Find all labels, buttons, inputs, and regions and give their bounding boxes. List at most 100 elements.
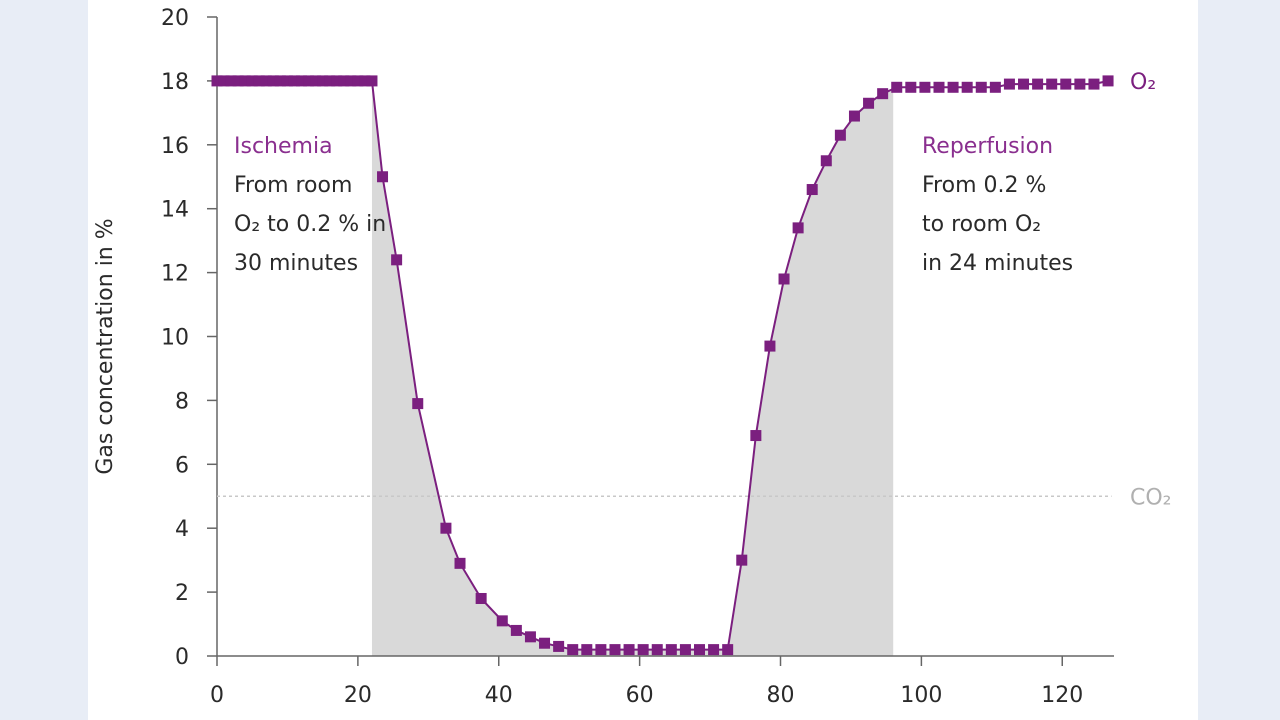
annotation-line: 30 minutes (234, 251, 358, 276)
o2-data-point (303, 75, 315, 87)
y-tick-label: 18 (161, 70, 189, 95)
x-tick-label: 80 (767, 683, 795, 708)
o2-data-point (919, 81, 931, 93)
o2-data-point (218, 75, 230, 87)
o2-data-point (1032, 78, 1044, 90)
o2-data-point (933, 81, 945, 93)
o2-data-point (989, 81, 1001, 93)
x-tick-label: 40 (485, 683, 513, 708)
annotation-line: to room O₂ (922, 212, 1041, 237)
o2-data-point (609, 644, 621, 656)
o2-data-point (595, 644, 607, 656)
o2-data-point (553, 640, 565, 652)
o2-data-point (454, 557, 466, 569)
o2-data-point (232, 75, 244, 87)
x-tick-label: 0 (210, 683, 224, 708)
o2-data-point (296, 75, 308, 87)
o2-data-point (792, 222, 804, 234)
shaded-region-0 (371, 80, 894, 656)
o2-data-point (820, 155, 832, 167)
o2-data-point (267, 75, 279, 87)
o2-data-point (524, 631, 536, 643)
o2-data-point (331, 75, 343, 87)
o2-data-point (366, 75, 378, 87)
o2-data-point (324, 75, 336, 87)
o2-data-point (475, 592, 487, 604)
series-lines (217, 79, 1109, 651)
o2-data-point (708, 644, 720, 656)
o2-series-label: O₂ (1130, 70, 1156, 95)
series-markers (211, 75, 1114, 656)
o2-data-point (391, 254, 403, 266)
o2-data-point (352, 75, 364, 87)
o2-data-point (736, 554, 748, 566)
o2-data-point (288, 75, 300, 87)
axes: 0 2 4 6 8 10 12 14 16 18 20 0 20 40 60 80 100 120 Gas conc… (93, 6, 1114, 708)
o2-data-point (239, 75, 251, 87)
y-tick-label: 8 (175, 389, 189, 414)
co2-series-label: CO₂ (1130, 485, 1172, 510)
o2-data-point (246, 75, 258, 87)
o2-data-point (891, 81, 903, 93)
annotation-title: Ischemia (234, 134, 333, 159)
o2-data-point (834, 129, 846, 141)
x-tick-label: 60 (626, 683, 654, 708)
o2-data-point (1018, 78, 1030, 90)
o2-data-point (377, 171, 389, 183)
y-tick-label: 6 (175, 453, 189, 478)
o2-data-point (345, 75, 357, 87)
o2-line (217, 79, 1109, 651)
o2-data-point (637, 644, 649, 656)
o2-concentration-chart: 0 2 4 6 8 10 12 14 16 18 20 0 20 40 60 80 100 120 Gas conc… (93, 6, 1172, 708)
shaded-regions (371, 80, 894, 656)
o2-data-point (665, 644, 677, 656)
o2-data-point (651, 644, 663, 656)
y-axis-label: Gas concentration in % (93, 218, 118, 474)
y-tick-label: 10 (161, 326, 189, 351)
o2-data-point (225, 75, 237, 87)
annotation-line: in 24 minutes (922, 251, 1073, 276)
o2-data-point (1088, 78, 1100, 90)
o2-data-point (581, 644, 593, 656)
o2-data-point (412, 398, 424, 410)
o2-data-point (359, 75, 371, 87)
o2-data-point (961, 81, 973, 93)
labels: O₂ CO₂ Ischemia From room O₂ to 0.2 % in 30 m… (234, 70, 1172, 510)
o2-data-point (863, 97, 875, 109)
o2-data-point (1102, 75, 1114, 87)
o2-data-point (778, 273, 790, 285)
y-tick-label: 2 (175, 581, 189, 606)
o2-data-point (510, 624, 522, 636)
o2-data-point (1046, 78, 1058, 90)
annotation-line: From 0.2 % (922, 173, 1046, 198)
o2-data-point (694, 644, 706, 656)
chart-panel: 0 2 4 6 8 10 12 14 16 18 20 0 20 40 60 80 100 120 Gas conc… (88, 0, 1198, 720)
y-tick-label: 4 (175, 517, 189, 542)
o2-data-point (1060, 78, 1072, 90)
x-tick-label: 20 (344, 683, 372, 708)
o2-data-point (496, 615, 508, 627)
o2-data-point (1003, 78, 1015, 90)
annotation-line: O₂ to 0.2 % in (234, 212, 386, 237)
o2-data-point (848, 110, 860, 122)
o2-data-point (317, 75, 329, 87)
o2-data-point (722, 644, 734, 656)
o2-data-point (750, 430, 762, 442)
o2-data-point (567, 644, 579, 656)
o2-data-point (679, 644, 691, 656)
annotation-line: From room (234, 173, 352, 198)
o2-data-point (281, 75, 293, 87)
x-tick-label: 100 (900, 683, 942, 708)
o2-data-point (947, 81, 959, 93)
o2-data-point (806, 184, 818, 196)
o2-data-point (338, 75, 350, 87)
o2-data-point (253, 75, 265, 87)
y-tick-label: 20 (161, 6, 189, 31)
o2-data-point (211, 75, 223, 87)
o2-data-point (440, 522, 452, 534)
x-tick-label: 120 (1041, 683, 1083, 708)
o2-data-point (1074, 78, 1086, 90)
y-tick-label: 0 (175, 645, 189, 670)
y-tick-label: 14 (161, 198, 189, 223)
o2-data-point (623, 644, 635, 656)
